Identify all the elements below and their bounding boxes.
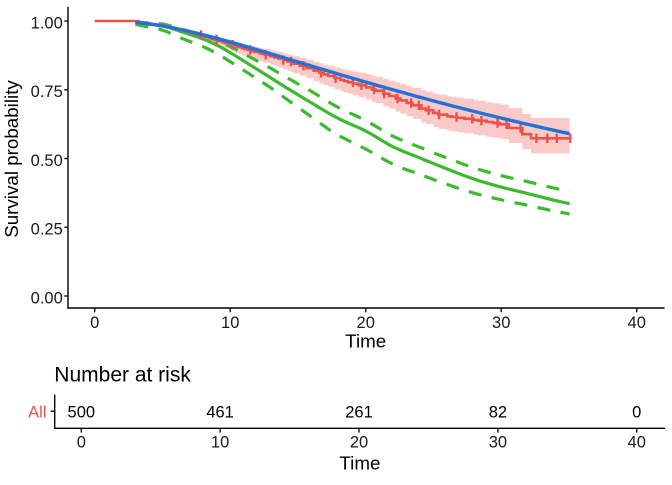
svg-text:0.75: 0.75 [31, 83, 63, 101]
svg-text:40: 40 [628, 314, 646, 332]
svg-text:0.00: 0.00 [31, 289, 63, 307]
svg-text:0: 0 [77, 434, 86, 452]
svg-text:0: 0 [90, 314, 99, 332]
svg-text:261: 261 [345, 403, 373, 421]
svg-text:461: 461 [206, 403, 234, 421]
svg-text:Number at risk: Number at risk [54, 363, 191, 386]
svg-text:Time: Time [345, 331, 386, 352]
svg-text:30: 30 [489, 434, 507, 452]
svg-text:500: 500 [68, 403, 96, 421]
svg-text:30: 30 [492, 314, 510, 332]
svg-text:0: 0 [632, 403, 641, 421]
svg-text:20: 20 [357, 314, 375, 332]
svg-text:0.50: 0.50 [31, 152, 63, 170]
svg-text:Survival probability: Survival probability [1, 80, 22, 238]
svg-text:1.00: 1.00 [31, 14, 63, 32]
svg-text:10: 10 [211, 434, 229, 452]
svg-text:Time: Time [339, 453, 380, 474]
svg-text:20: 20 [350, 434, 368, 452]
svg-text:10: 10 [221, 314, 239, 332]
svg-text:40: 40 [628, 434, 646, 452]
svg-text:0.25: 0.25 [31, 221, 63, 239]
svg-text:All: All [28, 403, 46, 421]
svg-text:82: 82 [489, 403, 507, 421]
